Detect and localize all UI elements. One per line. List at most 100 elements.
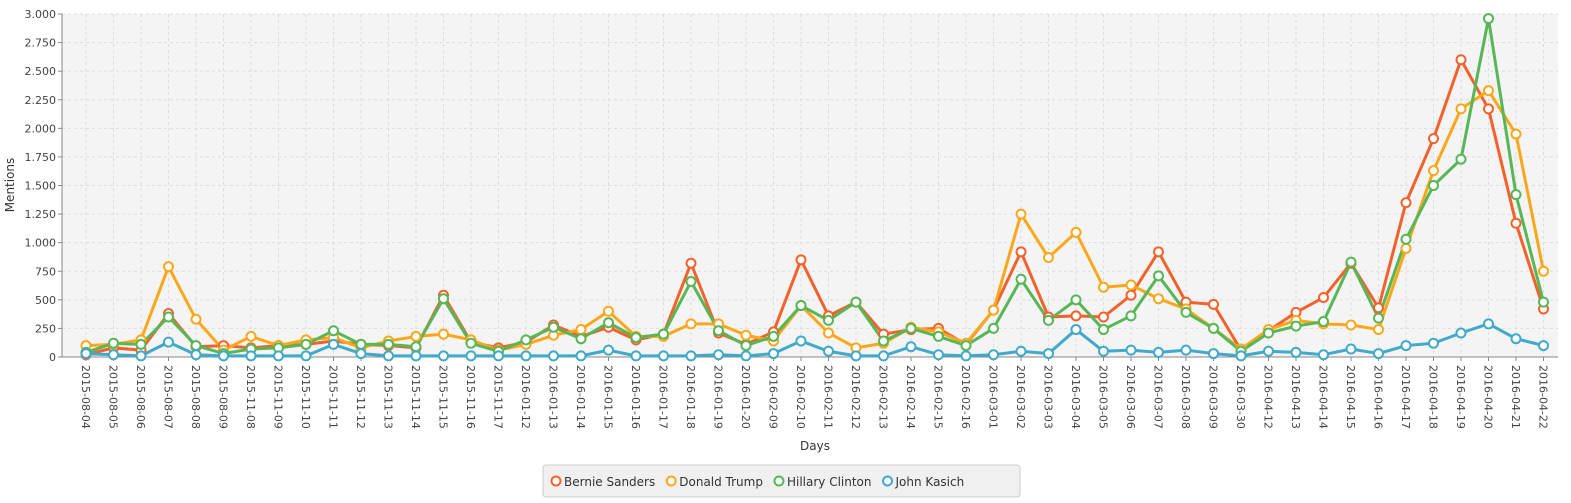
x-tick-label: 2016-04-22 (1537, 365, 1550, 429)
legend-marker (882, 475, 894, 487)
x-tick-label: 2016-03-01 (987, 365, 1000, 429)
x-tick-label: 2015-11-14 (409, 365, 422, 429)
point (1510, 128, 1522, 140)
legend-marker (773, 475, 785, 487)
point (1318, 292, 1329, 304)
point (163, 261, 174, 273)
point (135, 350, 147, 362)
point (1043, 252, 1054, 264)
point (850, 350, 862, 362)
point (685, 276, 697, 288)
point (190, 349, 202, 361)
x-tick-label: 2015-11-11 (327, 365, 340, 429)
x-tick-label: 2016-03-08 (1179, 365, 1192, 429)
point (1455, 153, 1467, 165)
point (850, 296, 862, 308)
point (1538, 265, 1549, 277)
point (1345, 319, 1357, 331)
x-tick-label: 2016-01-19 (712, 365, 725, 429)
x-tick-label: 2016-02-11 (822, 365, 835, 429)
point (740, 340, 752, 352)
point (905, 322, 917, 334)
point (575, 350, 587, 362)
x-tick-label: 2015-11-12 (354, 365, 367, 429)
point (685, 318, 697, 330)
point (190, 313, 202, 325)
point (1400, 340, 1412, 352)
point (410, 350, 422, 362)
x-tick-label: 2015-11-08 (244, 365, 257, 429)
point (960, 340, 972, 352)
point (1455, 103, 1467, 115)
point (878, 350, 889, 362)
point (768, 348, 779, 360)
point (520, 350, 532, 362)
y-axis-label: Mentions (3, 158, 17, 213)
x-tick-label: 2016-01-13 (547, 365, 560, 429)
point (1455, 54, 1467, 66)
x-tick-label: 2015-08-05 (107, 365, 120, 429)
point (630, 350, 642, 362)
point (713, 349, 724, 361)
x-tick-label: 2016-01-12 (519, 365, 532, 429)
point (740, 350, 752, 362)
x-tick-label: 2016-04-18 (1427, 365, 1440, 429)
x-axis-label: Days (800, 439, 830, 453)
y-tick-label: 250 (35, 322, 56, 335)
point (823, 327, 834, 339)
point (1098, 311, 1109, 323)
x-tick-label: 2016-01-20 (739, 365, 752, 429)
point (1153, 293, 1164, 305)
legend-label: Bernie Sanders (564, 475, 655, 489)
legend-marker (550, 475, 562, 487)
point (1180, 344, 1192, 356)
point (245, 330, 257, 342)
point (1373, 312, 1384, 324)
point (1070, 294, 1082, 306)
point (1235, 350, 1247, 362)
y-tick-label: 2.750 (25, 37, 57, 50)
point (795, 254, 807, 266)
point (823, 314, 834, 326)
point (1070, 324, 1082, 336)
x-tick-label: 2016-04-13 (1289, 365, 1302, 429)
plot-area (62, 14, 1558, 357)
x-tick-label: 2016-03-05 (1097, 365, 1110, 429)
point (218, 350, 229, 362)
legend-label: Hillary Clinton (787, 475, 872, 489)
point (383, 350, 394, 362)
point (1070, 226, 1082, 238)
x-tick-label: 2016-01-16 (629, 365, 642, 429)
point (575, 324, 587, 336)
point (548, 321, 559, 333)
y-tick-label: 3.000 (25, 8, 57, 21)
point (328, 338, 339, 350)
x-tick-label: 2016-02-16 (959, 365, 972, 429)
x-tick-label: 2016-04-20 (1482, 365, 1495, 429)
point (1538, 296, 1549, 308)
point (438, 350, 449, 362)
x-tick-label: 2015-11-10 (299, 365, 312, 429)
x-tick-label: 2015-11-17 (492, 365, 505, 429)
point (1015, 246, 1027, 258)
point (905, 341, 917, 353)
point (1373, 302, 1384, 314)
point (1070, 310, 1082, 322)
x-tick-label: 2016-03-03 (1042, 365, 1055, 429)
legend-marker (665, 475, 677, 487)
x-tick-label: 2015-11-15 (437, 365, 450, 429)
point (1290, 346, 1302, 358)
point (465, 337, 477, 349)
point (933, 349, 944, 361)
point (1455, 327, 1467, 339)
x-tick-label: 2016-02-15 (932, 365, 945, 429)
point (1015, 208, 1027, 220)
point (988, 322, 999, 334)
point (1483, 13, 1494, 25)
point (878, 335, 889, 347)
point (1428, 165, 1439, 177)
point (1043, 314, 1054, 326)
point (1125, 310, 1137, 322)
x-tick-label: 2016-04-15 (1344, 365, 1357, 429)
